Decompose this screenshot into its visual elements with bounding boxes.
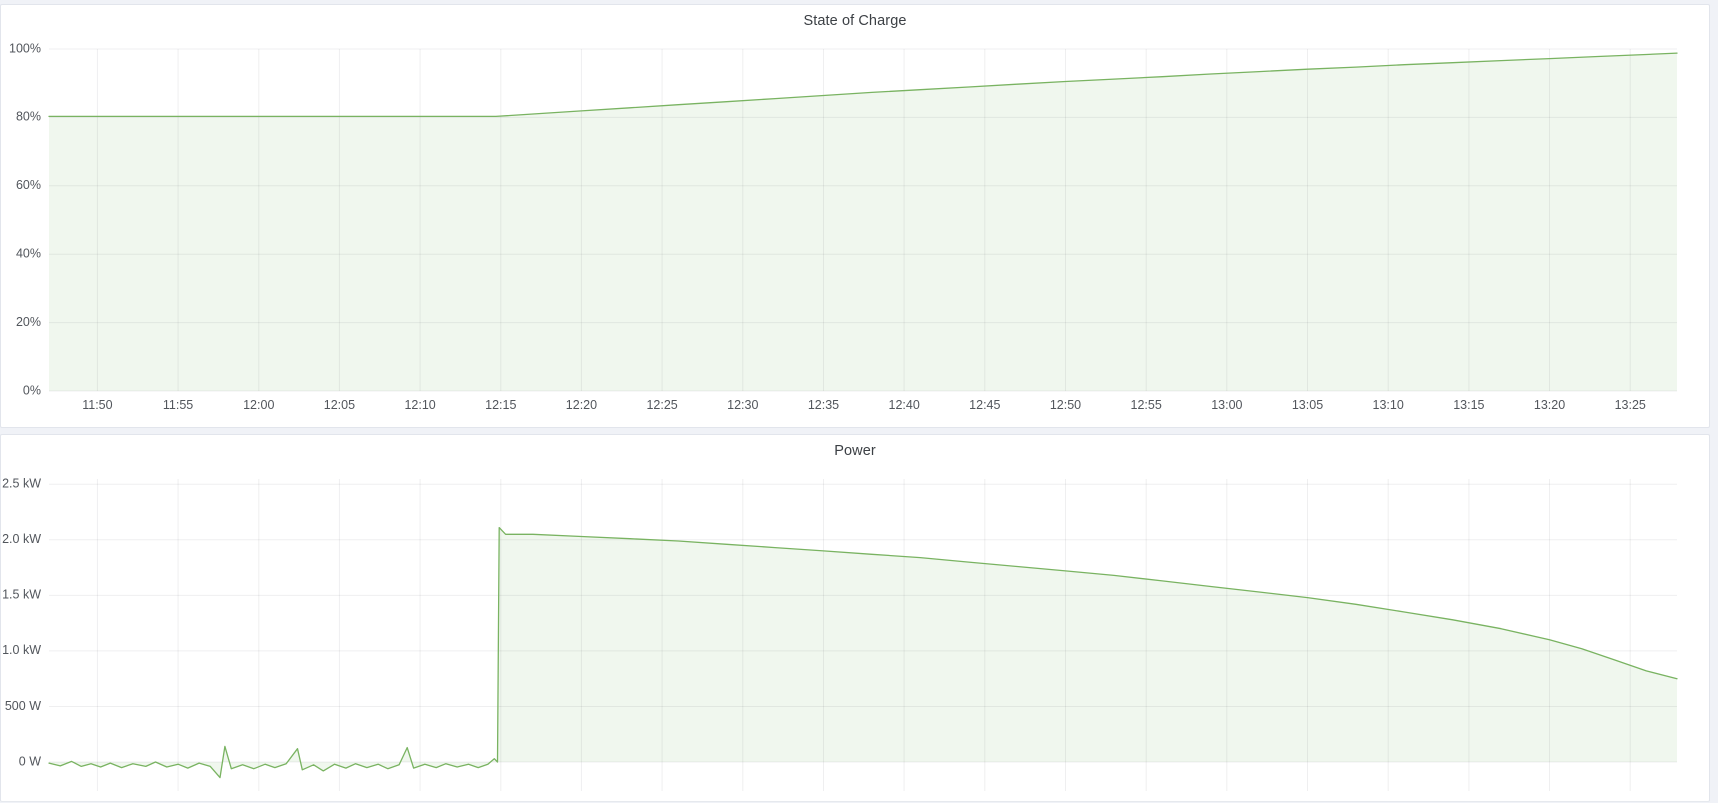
soc-chart: 0% 20% 40% 60% 80% 100% 11:50 11:55 12:00 12:05 12… xyxy=(9,41,1678,412)
x-tick-label: 13:25 xyxy=(1615,398,1646,412)
x-tick-label: 12:10 xyxy=(404,398,435,412)
series-line xyxy=(48,52,1678,118)
y-tick-label: 40% xyxy=(16,246,41,260)
x-tick-label: 13:00 xyxy=(1211,398,1242,412)
x-tick-label: 13:20 xyxy=(1534,398,1565,412)
y-tick-label: 2.0 kW xyxy=(2,532,41,546)
y-tick-label: 500 W xyxy=(5,699,41,713)
y-tick-label: 80% xyxy=(16,110,41,124)
panel-header: State of Charge xyxy=(1,5,1709,37)
y-tick-label: 1.0 kW xyxy=(2,643,41,657)
x-tick-label: 12:35 xyxy=(808,398,839,412)
y-tick-label: 2.5 kW xyxy=(2,477,41,491)
x-tick-label: 12:20 xyxy=(566,398,597,412)
power-chart-area: 0 W 500 W 1.0 kW 1.5 kW 2.0 kW 2.5 kW xyxy=(1,435,1709,801)
x-tick-label: 11:50 xyxy=(82,398,112,412)
x-tick-label: 11:55 xyxy=(163,398,193,412)
x-tick-label: 12:55 xyxy=(1131,398,1162,412)
x-tick-label: 13:15 xyxy=(1453,398,1484,412)
series-area xyxy=(49,53,1677,391)
x-tick-label: 12:00 xyxy=(243,398,274,412)
x-tick-label: 13:05 xyxy=(1292,398,1323,412)
y-tick-label: 60% xyxy=(16,178,41,192)
x-tick-label: 12:15 xyxy=(485,398,516,412)
series-area xyxy=(49,527,1677,778)
x-tick-label: 12:50 xyxy=(1050,398,1081,412)
x-tick-label: 12:40 xyxy=(889,398,920,412)
series-line xyxy=(48,526,1678,779)
y-tick-label: 100% xyxy=(9,41,41,55)
power-chart: 0 W 500 W 1.0 kW 1.5 kW 2.0 kW 2.5 kW xyxy=(2,477,1678,791)
y-tick-label: 1.5 kW xyxy=(2,588,41,602)
panel-title: State of Charge xyxy=(803,13,907,29)
y-tick-label: 0% xyxy=(23,383,41,397)
x-tick-label: 12:05 xyxy=(324,398,355,412)
x-tick-label: 12:25 xyxy=(646,398,677,412)
panel-title: Power xyxy=(834,443,876,459)
y-tick-label: 20% xyxy=(16,315,41,329)
x-tick-label: 12:30 xyxy=(727,398,758,412)
y-tick-label: 0 W xyxy=(19,754,41,768)
panel-header: Power xyxy=(1,435,1709,467)
x-tick-label: 12:45 xyxy=(969,398,1000,412)
panel-power: Power 0 W 500 W 1.0 kW 1.5 kW 2.0 kW 2.5 kW xyxy=(0,434,1710,802)
soc-chart-area: 0% 20% 40% 60% 80% 100% 11:50 11:55 12:00 12:05 12… xyxy=(1,5,1709,427)
panel-state-of-charge: State of Charge 0% 20% 40% 60% 80% 100% 11:50 1… xyxy=(0,4,1710,428)
x-tick-label: 13:10 xyxy=(1373,398,1404,412)
